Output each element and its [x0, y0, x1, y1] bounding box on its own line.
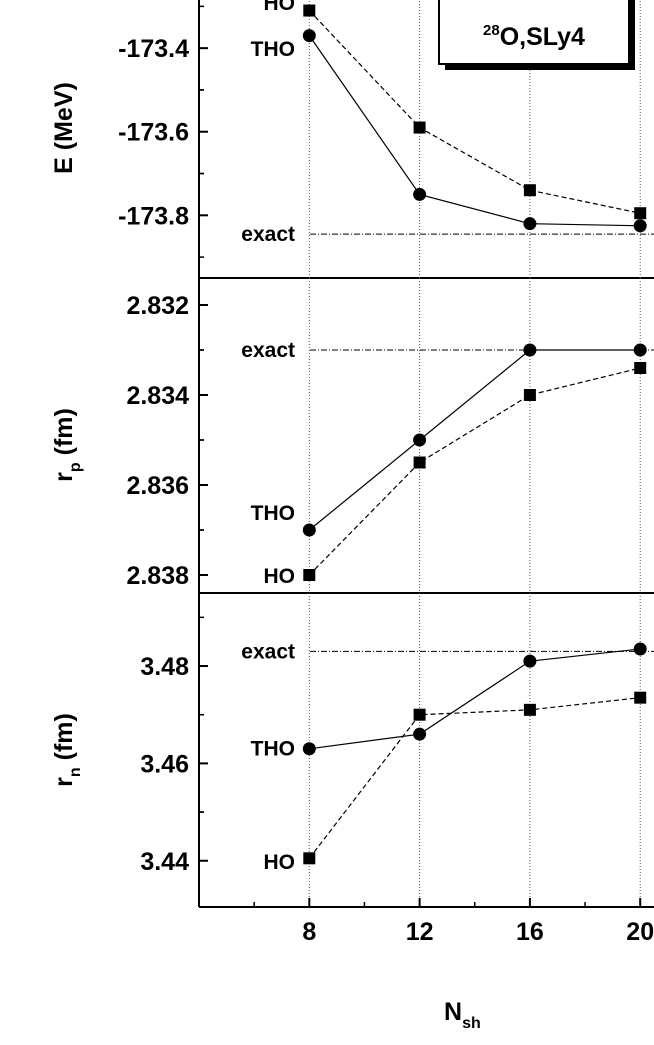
series-line-tho — [309, 648, 641, 750]
series-point-tho — [302, 742, 316, 756]
y-tick-label: 2.834 — [126, 382, 189, 410]
series-label-ho: HO — [264, 0, 296, 15]
series-point-tho — [413, 433, 427, 447]
system-label-main: O,SLy4 — [500, 23, 585, 51]
y-axis-label: E (MeV) — [50, 82, 78, 174]
y-axis-label-sub: n — [67, 767, 84, 777]
series-point-ho — [523, 389, 536, 401]
y-axis-label: rp (fm) — [50, 408, 84, 482]
series-line-ho — [308, 367, 641, 576]
y-axis-label-main: r — [50, 777, 78, 787]
series-point-ho — [634, 362, 647, 374]
series-point-tho — [302, 523, 316, 537]
y-tick-label: 3.44 — [140, 848, 189, 876]
series-point-ho — [303, 4, 316, 17]
series-point-ho — [413, 121, 426, 134]
x-tick-label: 12 — [406, 918, 434, 946]
series-label-ho: HO — [264, 565, 296, 588]
series-point-tho — [633, 219, 647, 233]
exact-label: exact — [241, 223, 295, 246]
series-point-tho — [523, 343, 537, 357]
y-axis-label-unit: (fm) — [50, 713, 78, 767]
x-axis-label-sub: sh — [462, 1015, 481, 1032]
y-tick-label: -173.8 — [118, 202, 189, 230]
y-tick-label: 3.48 — [140, 653, 189, 681]
series-point-tho — [413, 187, 427, 201]
y-tick-label: 2.832 — [126, 292, 189, 320]
series-label-ho: HO — [264, 851, 296, 874]
series-point-ho — [303, 569, 316, 581]
series-line-ho — [308, 10, 641, 214]
series-point-ho — [413, 708, 426, 721]
series-label-tho: THO — [251, 38, 295, 61]
series-point-tho — [413, 727, 427, 741]
y-axis-label-sub: p — [67, 462, 84, 472]
series-point-ho — [413, 456, 426, 469]
x-tick-label: 20 — [626, 918, 654, 946]
panel-proton-radius: 2.832 2.834 2.836 2.838 rp (fm) exact HO THO — [50, 278, 654, 594]
series-point-tho — [633, 343, 647, 357]
x-axis-label-main: N — [444, 998, 462, 1026]
series-point-ho — [523, 184, 536, 197]
y-tick-label: -173.4 — [118, 35, 189, 63]
series-point-tho — [633, 642, 647, 656]
y-tick-label: 3.46 — [140, 750, 189, 778]
series-line-ho — [308, 697, 641, 859]
series-point-tho — [523, 654, 537, 668]
series-point-ho — [303, 852, 316, 865]
series-point-ho — [634, 207, 647, 220]
exact-label: exact — [241, 640, 295, 663]
series-point-tho — [302, 29, 316, 43]
x-tick-label: 8 — [302, 918, 316, 946]
panel-energy: -173.4 -173.6 -173.8 E (MeV) exact HO THO — [50, 0, 654, 279]
x-axis-label: Nsh — [444, 998, 481, 1032]
series-line-tho — [308, 349, 641, 531]
y-axis-label-main: r — [50, 472, 78, 482]
y-axis-label-main: E (MeV) — [50, 82, 78, 174]
series-label-tho: THO — [251, 737, 295, 760]
system-label-box: 28O,SLy4 — [438, 0, 635, 70]
system-label-sup: 28 — [483, 22, 500, 39]
y-tick-label: -173.6 — [118, 119, 189, 147]
series-line-tho — [308, 35, 641, 227]
y-axis-label: rn (fm) — [50, 713, 84, 787]
series-point-ho — [523, 703, 536, 716]
series-label-tho: THO — [251, 502, 295, 525]
exact-label: exact — [241, 339, 295, 362]
y-tick-label: 2.838 — [126, 562, 189, 590]
y-tick-label: 2.836 — [126, 472, 189, 500]
series-point-tho — [523, 217, 537, 231]
system-label: 28O,SLy4 — [483, 22, 585, 51]
y-axis-label-unit: (fm) — [50, 408, 78, 462]
x-tick-labels: 8 12 16 20 — [253, 898, 654, 946]
x-tick-label: 16 — [516, 918, 544, 946]
panels-layer: -173.4-173.6-173.8E (MeV)exactHOTHO2.832… — [50, 0, 654, 908]
series-point-ho — [634, 691, 647, 704]
panel-neutron-radius: 3.44 3.46 3.48 rn (fm) exact HO THO — [50, 593, 654, 908]
